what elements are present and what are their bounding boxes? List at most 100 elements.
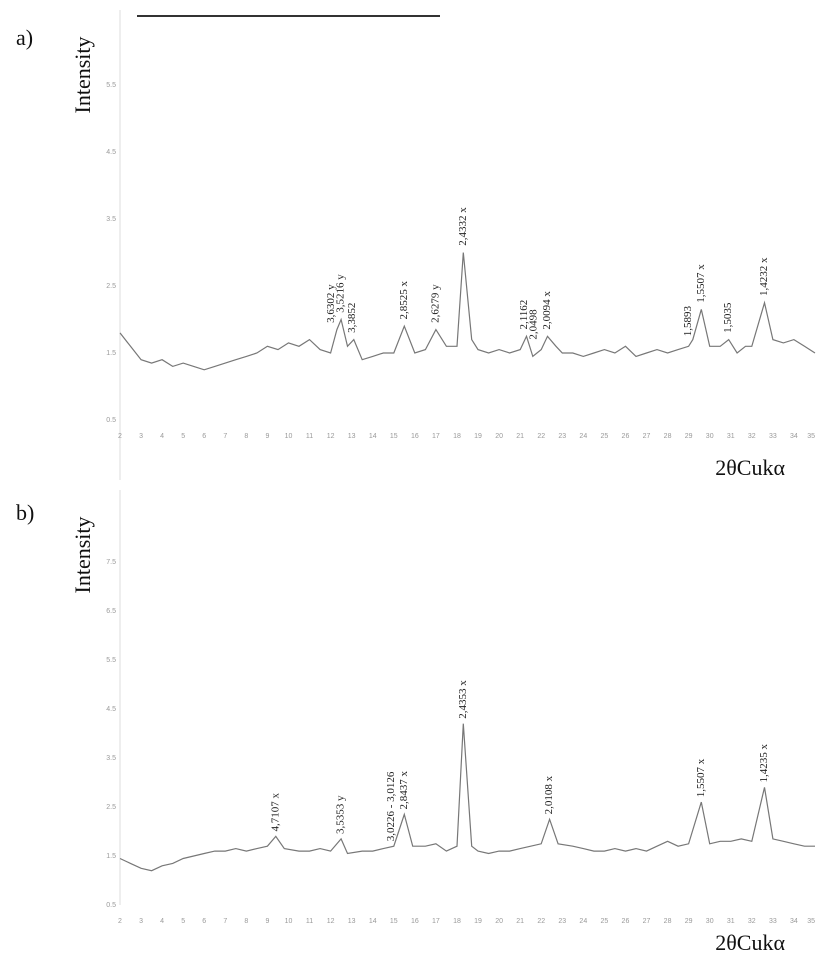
x-axis-label: 2θCukα <box>715 930 785 955</box>
y-tick-label: 5.5 <box>106 82 116 89</box>
x-tick-label: 31 <box>727 433 735 440</box>
x-tick-label: 3 <box>139 433 143 440</box>
x-tick-label: 6 <box>202 433 206 440</box>
x-tick-label: 35 <box>807 433 815 440</box>
x-tick-label: 22 <box>537 918 545 925</box>
x-tick-label: 31 <box>727 918 735 925</box>
x-tick-label: 4 <box>160 433 164 440</box>
x-tick-label: 11 <box>306 918 313 925</box>
x-tick-label: 30 <box>706 918 714 925</box>
x-tick-label: 16 <box>411 918 419 925</box>
x-tick-label: 7 <box>223 918 227 925</box>
peak-annotation: 3,5216 y <box>335 274 347 313</box>
x-tick-label: 26 <box>622 433 630 440</box>
peak-annotation: 2,6279 y <box>429 284 441 323</box>
x-tick-label: 11 <box>306 433 313 440</box>
peak-annotation: 2,8437 x <box>398 770 410 809</box>
x-tick-label: 9 <box>265 918 269 925</box>
x-tick-label: 16 <box>411 433 419 440</box>
x-tick-label: 8 <box>244 918 248 925</box>
x-tick-label: 25 <box>600 918 608 925</box>
x-tick-label: 15 <box>390 918 398 925</box>
y-tick-label: 2.5 <box>106 283 116 290</box>
y-tick-label: 6.5 <box>106 608 116 615</box>
y-axis-label: Intensity <box>70 37 95 114</box>
x-tick-label: 32 <box>748 433 756 440</box>
x-tick-label: 14 <box>369 433 377 440</box>
x-tick-label: 10 <box>285 918 293 925</box>
y-tick-label: 1.5 <box>106 350 116 357</box>
x-tick-label: 6 <box>202 918 206 925</box>
x-tick-label: 20 <box>495 433 503 440</box>
y-tick-label: 2.5 <box>106 804 116 811</box>
x-tick-label: 29 <box>685 433 693 440</box>
x-tick-label: 24 <box>579 433 587 440</box>
x-tick-label: 23 <box>558 433 566 440</box>
x-tick-label: 18 <box>453 918 461 925</box>
x-tick-label: 9 <box>265 433 269 440</box>
peak-annotation: 1,5507 x <box>695 758 707 797</box>
peak-annotation: 2,1162 <box>518 300 530 330</box>
x-tick-label: 5 <box>181 918 185 925</box>
x-tick-label: 30 <box>706 433 714 440</box>
x-tick-label: 24 <box>579 918 587 925</box>
x-tick-label: 13 <box>348 433 356 440</box>
y-tick-label: 4.5 <box>106 706 116 713</box>
x-tick-label: 19 <box>474 433 482 440</box>
peak-annotation: 2,4353 x <box>457 680 469 719</box>
y-tick-label: 1.5 <box>106 853 116 860</box>
y-tick-label: 0.5 <box>106 902 116 909</box>
peak-annotation: 3,5353 y <box>335 795 347 834</box>
x-tick-label: 17 <box>432 918 440 925</box>
x-tick-label: 14 <box>369 918 377 925</box>
y-tick-label: 5.5 <box>106 657 116 664</box>
x-tick-label: 20 <box>495 918 503 925</box>
x-tick-label: 32 <box>748 918 756 925</box>
x-tick-label: 4 <box>160 918 164 925</box>
x-tick-label: 8 <box>244 433 248 440</box>
x-tick-label: 22 <box>537 433 545 440</box>
x-tick-label: 18 <box>453 433 461 440</box>
y-tick-label: 4.5 <box>106 149 116 156</box>
x-tick-label: 12 <box>327 433 335 440</box>
peak-annotation: 2,0498 <box>527 309 539 340</box>
x-tick-label: 15 <box>390 433 398 440</box>
x-tick-label: 17 <box>432 433 440 440</box>
x-tick-label: 5 <box>181 433 185 440</box>
peak-annotation: 2,4332 x <box>457 207 469 246</box>
x-axis-label: 2θCukα <box>715 455 785 480</box>
y-tick-label: 7.5 <box>106 559 116 566</box>
x-tick-label: 21 <box>516 433 524 440</box>
x-tick-label: 7 <box>223 433 227 440</box>
x-tick-label: 19 <box>474 918 482 925</box>
x-tick-label: 25 <box>600 433 608 440</box>
y-tick-label: 3.5 <box>106 755 116 762</box>
x-tick-label: 27 <box>643 433 651 440</box>
x-tick-label: 34 <box>790 433 798 440</box>
x-tick-label: 12 <box>327 918 335 925</box>
x-tick-label: 23 <box>558 918 566 925</box>
panel-label: a) <box>16 25 33 50</box>
x-tick-label: 26 <box>622 918 630 925</box>
peak-annotation: 2,0108 x <box>543 775 555 814</box>
peak-annotation: 3,0226 - 3,0126 <box>385 771 397 841</box>
y-axis-label: Intensity <box>70 517 95 594</box>
x-tick-label: 34 <box>790 918 798 925</box>
peak-annotation: 4,7107 x <box>269 793 281 832</box>
x-tick-label: 35 <box>807 918 815 925</box>
peak-annotation: 3,3852 <box>346 303 358 333</box>
panel-label: b) <box>16 500 34 525</box>
peak-annotation: 2,0094 x <box>541 291 553 330</box>
y-tick-label: 0.5 <box>106 417 116 424</box>
peak-annotation: 2,8525 x <box>398 281 410 320</box>
x-tick-label: 2 <box>118 433 122 440</box>
peak-annotation: 1,5035 <box>722 302 734 333</box>
x-tick-label: 21 <box>516 918 524 925</box>
peak-annotation: 3,6302 y <box>325 284 337 323</box>
x-tick-label: 28 <box>664 433 672 440</box>
x-tick-label: 33 <box>769 918 777 925</box>
x-tick-label: 28 <box>664 918 672 925</box>
peak-annotation: 1,4232 x <box>758 257 770 296</box>
x-tick-label: 13 <box>348 918 356 925</box>
